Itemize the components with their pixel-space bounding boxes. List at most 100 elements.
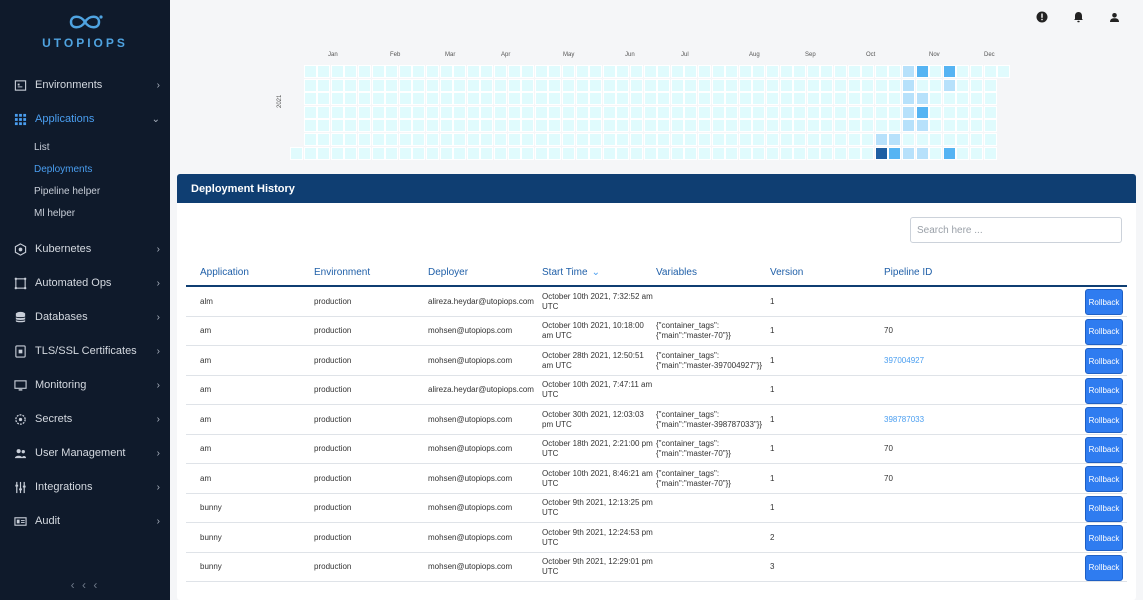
heatmap-cell[interactable] — [371, 146, 385, 160]
heatmap-cell[interactable] — [657, 92, 671, 106]
heatmap-cell[interactable] — [521, 146, 535, 160]
heatmap-cell[interactable] — [820, 119, 834, 133]
heatmap-cell[interactable] — [970, 65, 983, 78]
heatmap-cell[interactable] — [643, 133, 657, 146]
heatmap-cell[interactable] — [439, 119, 453, 133]
heatmap-cell[interactable] — [738, 65, 752, 78]
heatmap-cell[interactable] — [915, 65, 929, 78]
heatmap-cell[interactable] — [385, 133, 399, 146]
heatmap-cell[interactable] — [888, 78, 902, 92]
heatmap-cell[interactable] — [820, 146, 834, 160]
sidebar-item-environments[interactable]: Environments › — [0, 68, 170, 102]
heatmap-cell[interactable] — [630, 65, 643, 78]
heatmap-cell[interactable] — [670, 78, 684, 92]
heatmap-cell[interactable] — [874, 119, 888, 133]
heatmap-cell[interactable] — [806, 133, 820, 146]
heatmap-cell[interactable] — [711, 146, 725, 160]
heatmap-cell[interactable] — [562, 105, 575, 119]
heatmap-cell[interactable] — [929, 92, 943, 106]
heatmap-cell[interactable] — [956, 92, 970, 106]
collapse-sidebar-icon[interactable]: ‹ ‹ ‹ — [70, 578, 100, 592]
heatmap-cell[interactable] — [412, 146, 426, 160]
heatmap-cell[interactable] — [834, 92, 847, 106]
heatmap-cell[interactable] — [847, 92, 861, 106]
heatmap-cell[interactable] — [657, 119, 671, 133]
heatmap-cell[interactable] — [466, 78, 480, 92]
heatmap-cell[interactable] — [793, 78, 807, 92]
heatmap-cell[interactable] — [494, 105, 507, 119]
heatmap-cell[interactable] — [915, 133, 929, 146]
heatmap-cell[interactable] — [766, 133, 779, 146]
heatmap-cell[interactable] — [358, 92, 371, 106]
heatmap-cell[interactable] — [602, 65, 616, 78]
sidebar-item-user-management[interactable]: User Management › — [0, 436, 170, 470]
heatmap-cell[interactable] — [630, 146, 643, 160]
alert-icon[interactable] — [1035, 10, 1049, 24]
column-header-start-time[interactable]: Start Time ⌄ — [542, 266, 600, 278]
heatmap-cell[interactable] — [453, 146, 467, 160]
heatmap-cell[interactable] — [738, 133, 752, 146]
user-icon[interactable] — [1107, 10, 1121, 24]
sidebar-item-monitoring[interactable]: Monitoring › — [0, 368, 170, 402]
heatmap-cell[interactable] — [888, 119, 902, 133]
heatmap-cell[interactable] — [330, 146, 344, 160]
heatmap-cell[interactable] — [752, 92, 766, 106]
heatmap-cell[interactable] — [956, 146, 970, 160]
heatmap-cell[interactable] — [330, 119, 344, 133]
sidebar-item-databases[interactable]: Databases › — [0, 300, 170, 334]
heatmap-cell[interactable] — [711, 78, 725, 92]
heatmap-cell[interactable] — [956, 65, 970, 78]
heatmap-cell[interactable] — [521, 105, 535, 119]
heatmap-cell[interactable] — [412, 78, 426, 92]
heatmap-cell[interactable] — [317, 105, 331, 119]
heatmap-cell[interactable] — [847, 65, 861, 78]
heatmap-cell[interactable] — [725, 92, 739, 106]
heatmap-cell[interactable] — [902, 92, 915, 106]
heatmap-cell[interactable] — [738, 146, 752, 160]
heatmap-cell[interactable] — [562, 78, 575, 92]
heatmap-cell[interactable] — [983, 146, 997, 160]
heatmap-cell[interactable] — [820, 78, 834, 92]
heatmap-cell[interactable] — [670, 92, 684, 106]
heatmap-cell[interactable] — [942, 119, 956, 133]
heatmap-cell[interactable] — [630, 92, 643, 106]
heatmap-cell[interactable] — [820, 65, 834, 78]
heatmap-cell[interactable] — [602, 78, 616, 92]
heatmap-cell[interactable] — [398, 78, 412, 92]
logo[interactable]: UTOPIOPS — [0, 12, 170, 50]
heatmap-cell[interactable] — [752, 65, 766, 78]
heatmap-cell[interactable] — [303, 78, 317, 92]
heatmap-cell[interactable] — [344, 65, 358, 78]
heatmap-cell[interactable] — [616, 133, 630, 146]
heatmap-cell[interactable] — [466, 119, 480, 133]
sidebar-subitem-list[interactable]: List — [34, 141, 50, 153]
heatmap-cell[interactable] — [847, 146, 861, 160]
heatmap-cell[interactable] — [942, 133, 956, 146]
heatmap-cell[interactable] — [330, 65, 344, 78]
heatmap-cell[interactable] — [793, 92, 807, 106]
sidebar-subitem-ml-helper[interactable]: Ml helper — [34, 207, 76, 219]
heatmap-cell[interactable] — [915, 92, 929, 106]
heatmap-cell[interactable] — [534, 119, 548, 133]
heatmap-cell[interactable] — [888, 92, 902, 106]
heatmap-cell[interactable] — [358, 146, 371, 160]
heatmap-cell[interactable] — [412, 133, 426, 146]
heatmap-cell[interactable] — [521, 78, 535, 92]
heatmap-cell[interactable] — [589, 78, 603, 92]
heatmap-cell[interactable] — [562, 92, 575, 106]
rollback-button[interactable]: Rollback — [1085, 525, 1123, 551]
heatmap-cell[interactable] — [983, 105, 997, 119]
rollback-button[interactable]: Rollback — [1085, 495, 1123, 522]
heatmap-cell[interactable] — [480, 78, 494, 92]
heatmap-cell[interactable] — [929, 133, 943, 146]
heatmap-cell[interactable] — [317, 92, 331, 106]
bell-icon[interactable] — [1071, 10, 1085, 24]
heatmap-cell[interactable] — [439, 146, 453, 160]
heatmap-cell[interactable] — [725, 119, 739, 133]
sidebar-subitem-deployments[interactable]: Deployments — [34, 163, 93, 175]
heatmap-cell[interactable] — [970, 133, 983, 146]
heatmap-cell[interactable] — [915, 78, 929, 92]
heatmap-cell[interactable] — [426, 146, 439, 160]
heatmap-cell[interactable] — [861, 119, 875, 133]
heatmap-cell[interactable] — [371, 92, 385, 106]
